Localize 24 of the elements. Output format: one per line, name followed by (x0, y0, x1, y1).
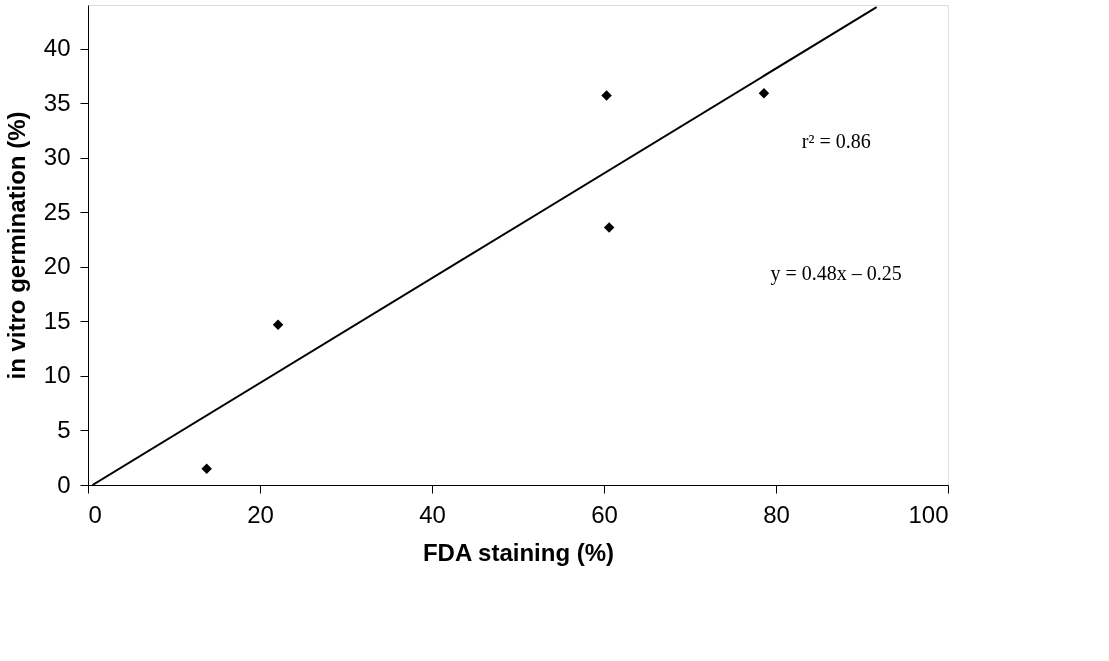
annotation: r² = 0.86 (801, 129, 871, 152)
y-axis-title: in vitro germination (%) (2, 111, 30, 380)
x-tick-label: 20 (247, 500, 274, 528)
point (758, 88, 770, 99)
point (601, 90, 612, 101)
point (272, 319, 284, 330)
y-tick-label: 25 (43, 197, 71, 225)
y-tick-label: 10 (43, 361, 71, 389)
point (201, 463, 212, 474)
x-tick-label: 40 (419, 500, 446, 528)
y-tick-label: 15 (43, 306, 71, 334)
y-tick-label: 40 (43, 34, 71, 62)
y-tick-label: 20 (43, 252, 71, 280)
y-tick-label: 0 (57, 470, 71, 498)
point (603, 222, 615, 233)
x-tick-label: 80 (763, 500, 790, 528)
x-tick-label: 100 (908, 500, 949, 528)
x-axis-title: FDA staining (%) (422, 538, 615, 566)
y-tick-label: 5 (57, 415, 71, 443)
y-tick-label: 35 (43, 88, 71, 116)
x-tick-label: 60 (591, 500, 618, 528)
annotation: y = 0.48x – 0.25 (770, 261, 902, 285)
x-tick-label: 0 (88, 500, 102, 528)
y-tick-label: 30 (43, 143, 71, 171)
